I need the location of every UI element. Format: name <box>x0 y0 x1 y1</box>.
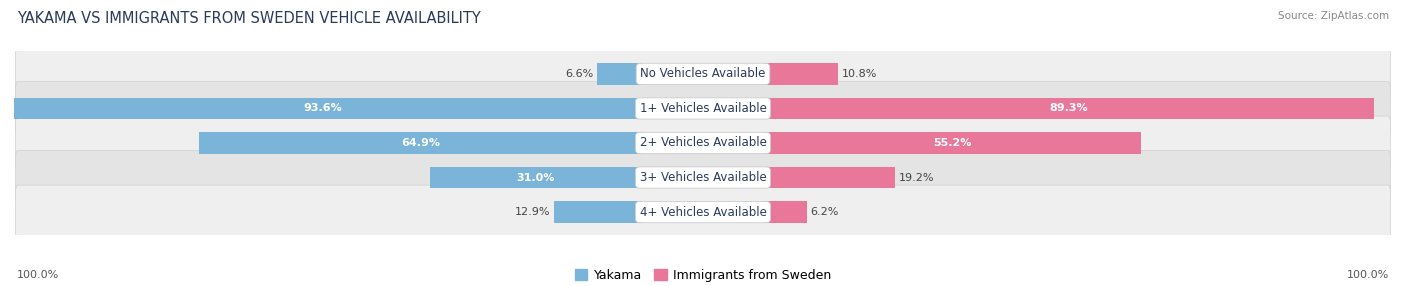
Bar <box>765 63 838 85</box>
FancyBboxPatch shape <box>15 82 1391 135</box>
FancyBboxPatch shape <box>15 185 1391 239</box>
Bar <box>765 167 896 188</box>
Text: 100.0%: 100.0% <box>17 270 59 280</box>
Text: 100.0%: 100.0% <box>1347 270 1389 280</box>
FancyBboxPatch shape <box>15 47 1391 101</box>
Legend: Yakama, Immigrants from Sweden: Yakama, Immigrants from Sweden <box>569 264 837 286</box>
Text: 6.2%: 6.2% <box>810 207 838 217</box>
Text: No Vehicles Available: No Vehicles Available <box>640 67 766 80</box>
Text: 10.8%: 10.8% <box>841 69 877 79</box>
Text: YAKAMA VS IMMIGRANTS FROM SWEDEN VEHICLE AVAILABILITY: YAKAMA VS IMMIGRANTS FROM SWEDEN VEHICLE… <box>17 11 481 26</box>
Text: 31.0%: 31.0% <box>516 172 555 182</box>
Bar <box>765 201 807 223</box>
Bar <box>430 167 641 188</box>
FancyBboxPatch shape <box>15 116 1391 170</box>
Text: 89.3%: 89.3% <box>1050 104 1088 114</box>
Text: 2+ Vehicles Available: 2+ Vehicles Available <box>640 136 766 150</box>
Text: 93.6%: 93.6% <box>304 104 342 114</box>
Text: 1+ Vehicles Available: 1+ Vehicles Available <box>640 102 766 115</box>
Text: 6.6%: 6.6% <box>565 69 593 79</box>
Text: 12.9%: 12.9% <box>515 207 550 217</box>
Bar <box>596 63 641 85</box>
Text: 64.9%: 64.9% <box>401 138 440 148</box>
Bar <box>765 132 1140 154</box>
Text: 4+ Vehicles Available: 4+ Vehicles Available <box>640 206 766 219</box>
Text: Source: ZipAtlas.com: Source: ZipAtlas.com <box>1278 11 1389 21</box>
Bar <box>765 98 1374 119</box>
Bar <box>198 132 641 154</box>
FancyBboxPatch shape <box>15 151 1391 204</box>
Text: 19.2%: 19.2% <box>898 172 934 182</box>
Bar <box>3 98 641 119</box>
Text: 55.2%: 55.2% <box>934 138 972 148</box>
Text: 3+ Vehicles Available: 3+ Vehicles Available <box>640 171 766 184</box>
Bar <box>554 201 641 223</box>
